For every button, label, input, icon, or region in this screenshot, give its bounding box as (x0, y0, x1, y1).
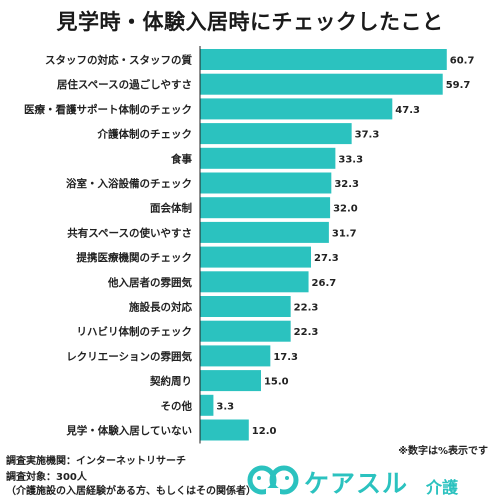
category-label: その他 (161, 399, 193, 412)
bar (200, 394, 214, 416)
category-label: 提携医療機関のチェック (77, 251, 193, 264)
survey-target-detail: （介護施設の入居経験がある方、もしくはその関係者） (6, 486, 256, 497)
category-label: リハビリ体制のチェック (77, 325, 193, 338)
category-label: 浴室・入浴設備のチェック (66, 177, 192, 190)
value-label: 3.3 (216, 401, 234, 412)
bar (200, 49, 447, 70)
category-label: スタッフの対応・スタッフの質 (45, 54, 192, 67)
bar (200, 197, 331, 219)
category-label: 医療・看護サポート体制のチェック (24, 103, 192, 116)
category-label: 居住スペースの過ごしやすさ (57, 78, 192, 91)
bar (200, 221, 329, 243)
bar (200, 172, 332, 194)
value-label: 32.0 (333, 204, 358, 215)
value-label: 22.3 (294, 303, 319, 314)
category-label: 施設長の対応 (129, 301, 192, 314)
bar (200, 345, 271, 367)
bar (200, 296, 291, 317)
category-label: 食事 (170, 152, 192, 165)
bar (200, 73, 443, 95)
value-label: 37.3 (355, 130, 380, 141)
survey-target: 調査対象：300人 (6, 472, 87, 483)
value-label: 33.3 (338, 154, 363, 165)
bar (200, 320, 291, 342)
value-label: 26.7 (312, 278, 337, 289)
logo-icon (247, 465, 299, 495)
survey-institution: 調査実施機関：インターネットリサーチ (6, 456, 186, 467)
category-label: レクリエーションの雰囲気 (66, 350, 192, 363)
logo-subtext: 介護 (426, 478, 459, 497)
bar (200, 98, 393, 120)
logo-text: ケアスル (304, 469, 409, 498)
category-label: 見学・体験入居していない (65, 424, 192, 437)
value-label: 15.0 (264, 377, 289, 388)
bar (200, 271, 309, 293)
value-label: 22.3 (294, 327, 319, 338)
bar (200, 246, 311, 268)
value-label: 60.7 (450, 56, 475, 67)
value-label: 31.7 (332, 228, 357, 239)
value-label: 12.0 (252, 426, 277, 437)
value-label: 27.3 (314, 253, 339, 264)
bar (200, 370, 261, 392)
percent-note: ※数字は%表示です (398, 446, 488, 457)
bar (200, 123, 352, 145)
value-label: 32.3 (334, 179, 359, 190)
value-label: 59.7 (446, 80, 471, 91)
bar (200, 147, 336, 169)
category-label: 面会体制 (150, 202, 192, 215)
chart-title: 見学時・体験入居時にチェックしたこと (56, 10, 444, 34)
category-label: 共有スペースの使いやすさ (67, 226, 192, 239)
category-label: 介護体制のチェック (97, 128, 193, 141)
brand-logo: ケアスル 介護 (246, 462, 496, 498)
category-label: 契約周り (149, 375, 192, 388)
value-label: 17.3 (273, 352, 298, 363)
value-label: 47.3 (395, 105, 420, 116)
category-label: 他入居者の雰囲気 (107, 276, 192, 289)
bar (200, 419, 249, 441)
